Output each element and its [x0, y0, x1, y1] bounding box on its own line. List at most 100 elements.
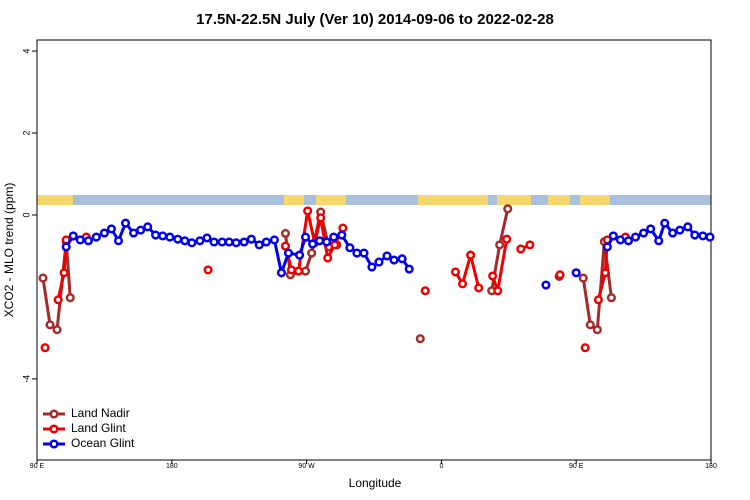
data-point [345, 243, 355, 253]
data-point [420, 286, 430, 296]
data-point [660, 218, 670, 228]
data-point [301, 266, 311, 276]
data-point [91, 232, 101, 242]
data-point [83, 236, 93, 246]
data-point [493, 286, 503, 296]
data-point [75, 235, 85, 245]
data-point [359, 248, 369, 258]
data-point [53, 295, 63, 305]
data-point [286, 265, 297, 275]
data-point [202, 233, 212, 243]
data-point [580, 343, 590, 353]
x-tick-label: 0 [439, 463, 443, 470]
data-point [615, 235, 625, 245]
data-point [239, 237, 249, 247]
data-point [269, 235, 279, 245]
y-tick-label: -4 [21, 375, 31, 383]
data-point [301, 232, 311, 242]
data-point [129, 228, 139, 238]
data-point [668, 228, 678, 238]
data-point [555, 270, 565, 280]
data-point [276, 268, 286, 278]
series-line [454, 249, 481, 289]
data-point [203, 265, 213, 275]
data-point [295, 250, 305, 260]
data-point [68, 231, 78, 241]
data-point [608, 231, 618, 241]
data-point [143, 222, 153, 232]
data-point [389, 255, 399, 265]
data-point [330, 240, 340, 250]
x-tick-label: 180 [166, 463, 178, 470]
data-point [602, 242, 612, 252]
series-line [64, 220, 411, 279]
data-point [65, 293, 75, 303]
data-point [495, 240, 505, 250]
data-point [45, 320, 55, 330]
data-point [690, 230, 700, 240]
data-point [466, 250, 476, 260]
data-point [630, 232, 641, 242]
data-point [415, 334, 425, 344]
x-tick-label: 90 E [30, 463, 45, 470]
data-point [38, 273, 48, 283]
data-point [450, 267, 461, 277]
data-point [40, 343, 50, 353]
data-point [61, 242, 71, 252]
data-point [397, 254, 407, 264]
data-point [606, 293, 616, 303]
x-tick-label: 90 E [569, 463, 584, 470]
data-point [585, 320, 595, 330]
data-point [254, 240, 264, 250]
data-point [52, 325, 62, 335]
data-point [338, 223, 348, 233]
data-point [474, 283, 484, 293]
data-point [525, 240, 535, 250]
data-point [59, 268, 69, 278]
data-point [165, 232, 175, 242]
chart-title: 17.5N-22.5N July (Ver 10) 2014-09-06 to … [196, 11, 554, 28]
legend-label: Land Nadir [71, 406, 130, 420]
data-point [705, 232, 715, 242]
data-point [283, 248, 294, 258]
data-point [209, 237, 219, 247]
data-point [136, 225, 146, 235]
x-tick-label: 90 W [298, 463, 315, 470]
data-point [578, 273, 588, 283]
data-point [683, 222, 693, 232]
data-point [99, 228, 109, 238]
data-point [639, 228, 649, 238]
x-axis-label: Longitude [349, 476, 402, 490]
data-point [120, 218, 131, 228]
data-point [600, 268, 610, 278]
y-tick-label: 4 [21, 49, 31, 54]
data-point [675, 225, 685, 235]
data-point [315, 236, 325, 246]
data-point [303, 206, 313, 216]
data-point [646, 224, 656, 234]
data-point [457, 279, 468, 289]
data-point [698, 231, 708, 241]
data-point [307, 248, 317, 258]
data-point [593, 295, 603, 305]
data-point [352, 248, 362, 258]
data-point [592, 325, 602, 335]
data-point [571, 268, 581, 278]
data-point [337, 230, 347, 240]
data-point [217, 237, 227, 247]
data-point [187, 238, 197, 248]
data-point [173, 234, 183, 244]
y-tick-label: 0 [21, 212, 31, 217]
land-mask [37, 195, 711, 205]
data-point [316, 213, 326, 223]
data-point [224, 237, 234, 247]
data-point [280, 241, 291, 251]
data-point [113, 236, 124, 246]
data-point [246, 234, 256, 244]
data-point [329, 232, 339, 242]
legend-label: Ocean Glint [71, 436, 135, 450]
legend-marker [49, 439, 59, 449]
plot-frame [36, 39, 712, 461]
y-tick-label: 2 [21, 131, 31, 136]
